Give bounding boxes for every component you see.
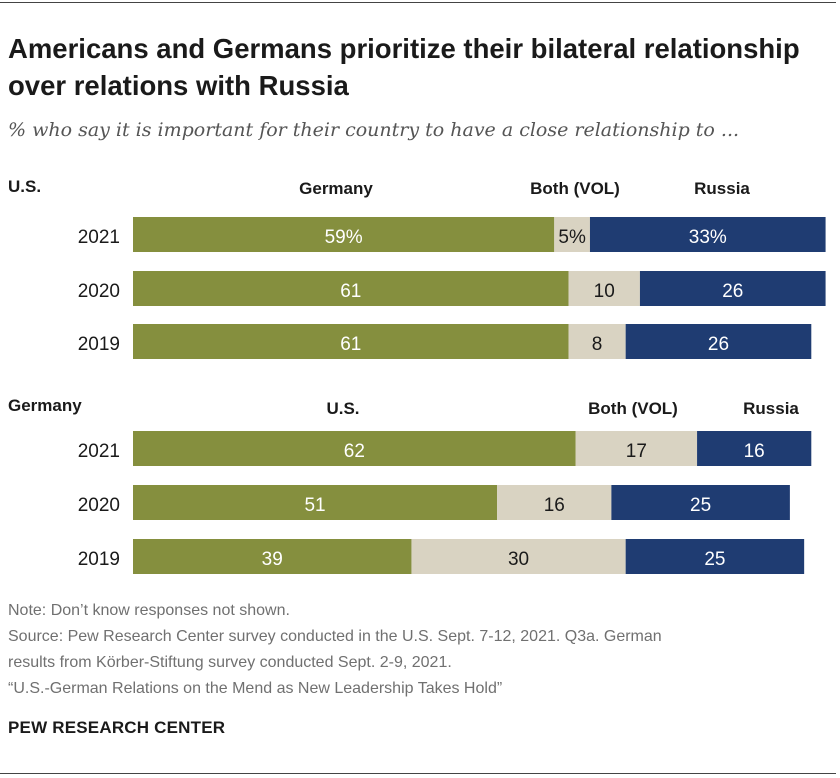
series-header: Russia xyxy=(743,399,799,418)
source-line-1: Source: Pew Research Center survey condu… xyxy=(8,628,662,645)
group-label: U.S. xyxy=(8,177,41,196)
data-label: 16 xyxy=(744,441,765,462)
source-line-2: results from Körber-Stiftung survey cond… xyxy=(8,654,452,671)
bar-segment xyxy=(133,324,569,359)
data-label: 39 xyxy=(262,549,283,570)
notes-block: Note: Don’t know responses not shown. So… xyxy=(8,598,662,702)
bar-segment xyxy=(611,485,790,520)
data-label: 30 xyxy=(508,549,529,570)
pew-brand: PEW RESEARCH CENTER xyxy=(8,718,226,737)
series-header: U.S. xyxy=(326,399,359,418)
bar-segment xyxy=(133,217,555,252)
top-rule xyxy=(0,2,836,3)
series-header: Russia xyxy=(694,179,750,198)
data-label: 5% xyxy=(558,227,586,248)
year-label: 2019 xyxy=(78,549,120,570)
bar-segment xyxy=(568,324,626,359)
data-label: 26 xyxy=(708,334,729,355)
bar-segment xyxy=(133,485,498,520)
bar-segment xyxy=(133,539,412,574)
year-label: 2021 xyxy=(78,441,120,462)
report-title-line: “U.S.-German Relations on the Mend as Ne… xyxy=(8,680,503,697)
bar-segment xyxy=(133,271,569,306)
bar-segment xyxy=(133,431,576,466)
data-label: 16 xyxy=(544,495,565,516)
bar-segment xyxy=(568,271,640,306)
data-label: 61 xyxy=(340,334,361,355)
data-label: 33% xyxy=(689,227,727,248)
data-label: 51 xyxy=(304,495,325,516)
data-label: 17 xyxy=(626,441,647,462)
series-header: Both (VOL) xyxy=(530,179,620,198)
series-header: Germany xyxy=(299,179,373,198)
data-label: 61 xyxy=(340,281,361,302)
data-label: 25 xyxy=(704,549,725,570)
data-label: 8 xyxy=(592,334,603,355)
group-label: Germany xyxy=(8,396,82,415)
year-label: 2020 xyxy=(78,495,120,516)
year-label: 2020 xyxy=(78,281,120,302)
note-line: Note: Don’t know responses not shown. xyxy=(8,602,290,619)
chart-title: Americans and Germans prioritize their b… xyxy=(8,33,800,101)
data-label: 25 xyxy=(690,495,711,516)
bar-segment xyxy=(589,217,826,252)
data-label: 10 xyxy=(594,281,615,302)
data-label: 26 xyxy=(722,281,743,302)
bar-segment xyxy=(625,324,812,359)
bar-segment xyxy=(497,485,612,520)
bar-segment xyxy=(411,539,626,574)
year-label: 2021 xyxy=(78,227,120,248)
data-label: 62 xyxy=(344,441,365,462)
series-header: Both (VOL) xyxy=(588,399,678,418)
bar-segment xyxy=(554,217,590,252)
year-label: 2019 xyxy=(78,334,120,355)
chart-subtitle: % who say it is important for their coun… xyxy=(8,119,740,141)
bottom-rule xyxy=(0,773,836,774)
data-label: 59% xyxy=(325,227,363,248)
bar-segment xyxy=(639,271,826,306)
stacked-bar-chart: U.S. Germany Both (VOL) Russia 2021 59% 5% 33% 2… xyxy=(8,177,826,574)
bar-segment xyxy=(625,539,805,574)
bar-segment xyxy=(575,431,698,466)
bar-segment xyxy=(697,431,812,466)
